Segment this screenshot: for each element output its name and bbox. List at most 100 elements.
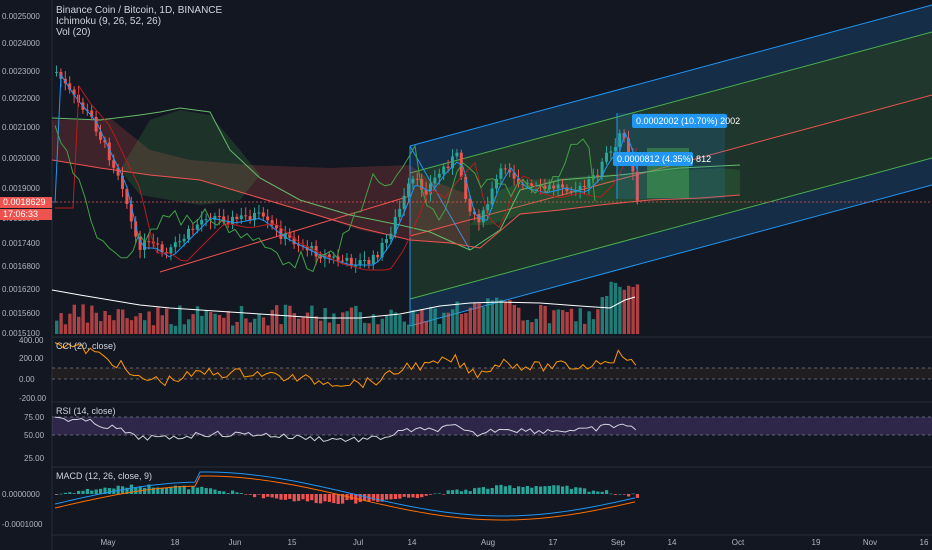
volume-bar — [552, 310, 556, 334]
macd-histogram-bar — [222, 491, 226, 494]
volume-bar — [539, 305, 543, 334]
rsi-pane[interactable] — [52, 416, 932, 443]
volume-bar — [631, 286, 635, 334]
candle-body — [587, 179, 591, 187]
candle-body — [429, 183, 432, 195]
macd-histogram-bar — [380, 494, 384, 502]
volume-bar — [442, 312, 446, 334]
price-range-tools[interactable]: 0.0002002 (10.70%) 2002 0.0000812 (4.35%… — [613, 113, 740, 199]
macd-histogram-bar — [600, 491, 604, 494]
macd-histogram-bar — [103, 487, 107, 494]
volume-bar — [169, 324, 173, 334]
macd-title: MACD (12, 26, close, 9) — [56, 471, 152, 481]
channel-upper-line[interactable] — [409, 31, 932, 174]
volume-bar — [244, 318, 248, 334]
macd-histogram-bar — [556, 485, 560, 494]
candle-body — [530, 183, 534, 186]
channel-lower-line[interactable] — [409, 157, 932, 300]
volume-bar — [402, 321, 406, 334]
time-tick-label: 18 — [171, 538, 180, 547]
candle-body — [332, 256, 336, 258]
time-tick-label: Jul — [353, 538, 363, 547]
volume-bar — [125, 318, 129, 334]
volume-bar — [534, 318, 538, 334]
candle-body — [591, 175, 595, 180]
cci-line — [54, 342, 637, 389]
volume-bar — [376, 324, 380, 334]
macd-histogram-bar — [635, 494, 639, 498]
volume-bar — [569, 308, 574, 334]
volume-bar — [151, 325, 156, 334]
volume-bar — [213, 313, 217, 334]
candle-body — [187, 228, 190, 239]
volume-bar — [415, 313, 420, 334]
channel-top-line[interactable] — [409, 4, 932, 147]
volume-bar — [517, 307, 521, 334]
macd-pane[interactable] — [54, 471, 639, 521]
volume-bar — [596, 309, 600, 334]
measure-label-lower: 0.0000812 (4.35%) 812 — [617, 154, 711, 164]
time-tick-label: Oct — [732, 538, 745, 547]
candle-body — [600, 161, 604, 177]
volume-bar — [257, 313, 261, 334]
volume-bar — [525, 319, 530, 334]
volume-bar — [68, 313, 72, 334]
volume-bar — [451, 309, 455, 334]
macd-histogram-bar — [169, 486, 173, 494]
macd-histogram-bar — [239, 493, 243, 494]
volume-bar — [99, 321, 103, 334]
cci-title: CCI (20, close) — [56, 341, 116, 351]
channel-diag-line[interactable] — [409, 145, 471, 251]
macd-histogram-bar — [609, 493, 613, 495]
price-tick-label: 0.0019000 — [2, 184, 40, 193]
volume-bar — [613, 282, 618, 334]
macd-line — [54, 471, 636, 517]
macd-histogram-bar — [503, 486, 507, 494]
volume-bar — [521, 320, 525, 334]
macd-histogram-bar — [349, 494, 353, 500]
candle-body — [508, 169, 512, 173]
candle-body — [477, 214, 481, 223]
candle-body — [327, 254, 331, 258]
volume-bar — [248, 322, 252, 334]
macd-histogram-bar — [363, 494, 367, 501]
candle-body — [534, 185, 538, 187]
time-axis[interactable]: May 18 Jun 15 Jul 14 Aug 17 Sep 14 Oct 19 Nov 16 — [100, 538, 929, 547]
volume-legend[interactable]: Vol (20) — [56, 27, 91, 38]
volume-bar — [129, 320, 134, 334]
cci-pane[interactable] — [52, 342, 932, 389]
rsi-tick-label: 75.00 — [24, 413, 45, 422]
time-tick-label: Jun — [229, 538, 242, 547]
price-axis[interactable]: 0.0025000 0.0024000 0.0023000 0.0022000 0.00… — [2, 12, 40, 338]
volume-bar — [490, 300, 494, 334]
macd-histogram-bar — [121, 486, 125, 494]
volume-bar — [288, 305, 292, 334]
macd-histogram-bar — [270, 494, 274, 498]
candle-body — [411, 178, 415, 184]
candle-body — [143, 241, 146, 250]
ichimoku-legend[interactable]: Ichimoku (9, 26, 52, 26) — [56, 16, 162, 27]
symbol-title[interactable]: Binance Coin / Bitcoin, 1D, BINANCE — [56, 5, 223, 16]
candle-body — [561, 184, 564, 188]
candle-body — [283, 233, 287, 239]
volume-bar — [121, 309, 125, 334]
volume-bar — [297, 318, 301, 334]
macd-histogram-bar — [129, 484, 133, 494]
macd-signal-line — [54, 475, 636, 521]
volume-bar — [556, 309, 560, 334]
candle-body — [270, 220, 274, 226]
macd-histogram-bar — [547, 485, 551, 494]
ichimoku-lines — [54, 73, 638, 273]
volume-bar — [195, 306, 200, 334]
volume-bar — [605, 295, 609, 334]
macd-histogram-bar — [310, 494, 314, 501]
macd-histogram-bar — [429, 494, 433, 495]
candle-body — [578, 185, 582, 191]
volume-bar — [627, 285, 631, 334]
candle-body — [310, 245, 314, 251]
candle-body — [319, 256, 322, 259]
volume-bar — [235, 321, 239, 334]
volume-bar — [85, 322, 90, 334]
